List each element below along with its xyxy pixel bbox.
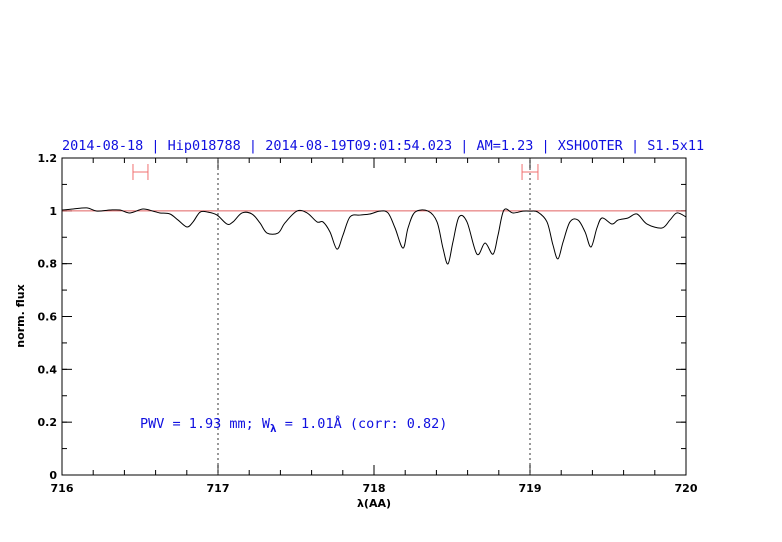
y-tick-label: 0.4 (38, 363, 58, 376)
axis-ticks: 716 717 718 719 720 0 0.2 0.4 0.6 0.8 1 1.2 (38, 152, 698, 495)
range-marker (132, 164, 149, 181)
x-tick-label: 719 (519, 482, 542, 495)
plot-marks (61, 158, 687, 475)
chart-title: 2014-08-18 | Hip018788 | 2014-08-19T09:0… (62, 138, 704, 154)
x-tick-label: 720 (675, 482, 698, 495)
y-tick-label: 0.2 (38, 416, 58, 429)
y-tick-label: 1 (49, 205, 57, 218)
y-tick-label: 1.2 (38, 152, 58, 165)
spectrum-line (61, 207, 687, 265)
plot-frame (61, 157, 687, 476)
y-axis-label: norm. flux (14, 284, 27, 347)
y-tick-label: 0.6 (38, 311, 58, 324)
x-axis-label: λ(AA) (357, 497, 391, 510)
x-tick-label: 716 (51, 482, 74, 495)
x-tick-label: 718 (363, 482, 386, 495)
pwv-annotation: PWV = 1.93 mm; Wλ = 1.01Å (corr: 0.82) (140, 415, 447, 435)
range-marker (521, 164, 539, 181)
annotation-text-after: = 1.01Å (corr: 0.82) (277, 415, 448, 432)
x-tick-label: 717 (207, 482, 230, 495)
annotation-subscript: λ (270, 422, 277, 435)
annotation-text: PWV = 1.93 mm; W (140, 416, 271, 432)
y-tick-label: 0 (49, 469, 57, 482)
y-tick-label: 0.8 (38, 258, 58, 271)
